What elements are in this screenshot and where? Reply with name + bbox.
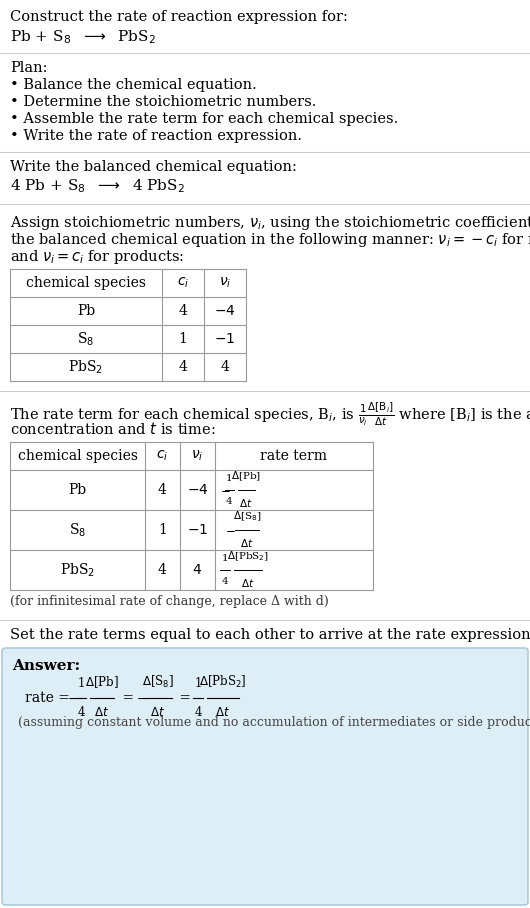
Text: 1: 1 xyxy=(158,523,167,537)
Text: rate =: rate = xyxy=(25,691,74,705)
Text: $\Delta$[S$_8$]: $\Delta$[S$_8$] xyxy=(142,674,174,690)
Text: $\nu_i$: $\nu_i$ xyxy=(219,276,231,291)
Text: $\nu_i$: $\nu_i$ xyxy=(191,449,204,463)
Text: 4: 4 xyxy=(179,304,188,318)
Text: and $\nu_i = c_i$ for products:: and $\nu_i = c_i$ for products: xyxy=(10,248,184,266)
Text: 1: 1 xyxy=(77,677,85,690)
Text: $\Delta t$: $\Delta t$ xyxy=(216,706,231,719)
Text: S$_8$: S$_8$ xyxy=(69,521,86,538)
Text: 4: 4 xyxy=(195,706,202,719)
Text: 1: 1 xyxy=(195,677,202,690)
Text: $c_i$: $c_i$ xyxy=(156,449,169,463)
Text: chemical species: chemical species xyxy=(26,276,146,290)
Text: $\Delta$[Pb]: $\Delta$[Pb] xyxy=(231,469,261,483)
Text: $4$: $4$ xyxy=(192,563,202,577)
Text: $\Delta t$: $\Delta t$ xyxy=(239,497,253,509)
Text: $\Delta$[PbS$_2$]: $\Delta$[PbS$_2$] xyxy=(227,549,269,563)
Text: Set the rate terms equal to each other to arrive at the rate expression:: Set the rate terms equal to each other t… xyxy=(10,628,530,642)
Text: $\Delta$[PbS$_2$]: $\Delta$[PbS$_2$] xyxy=(199,674,246,690)
Text: Plan:: Plan: xyxy=(10,61,48,75)
Text: =: = xyxy=(175,691,196,705)
Text: 1: 1 xyxy=(222,554,228,563)
Text: $\Delta t$: $\Delta t$ xyxy=(240,537,254,549)
Text: S$_8$: S$_8$ xyxy=(77,331,94,348)
Text: $-4$: $-4$ xyxy=(214,304,236,318)
Text: concentration and $t$ is time:: concentration and $t$ is time: xyxy=(10,421,216,437)
Text: Write the balanced chemical equation:: Write the balanced chemical equation: xyxy=(10,160,297,174)
Text: Pb + S$_8$  $\longrightarrow$  PbS$_2$: Pb + S$_8$ $\longrightarrow$ PbS$_2$ xyxy=(10,28,156,45)
Text: 4: 4 xyxy=(222,577,228,586)
Text: Answer:: Answer: xyxy=(12,659,80,673)
Text: PbS$_2$: PbS$_2$ xyxy=(60,561,95,578)
FancyBboxPatch shape xyxy=(2,648,528,905)
Text: 4: 4 xyxy=(158,483,167,497)
Text: $-$: $-$ xyxy=(67,692,78,705)
Text: • Balance the chemical equation.: • Balance the chemical equation. xyxy=(10,78,257,92)
Text: $-4$: $-4$ xyxy=(187,483,208,497)
Text: $c_i$: $c_i$ xyxy=(177,276,189,291)
Text: 4 Pb + S$_8$  $\longrightarrow$  4 PbS$_2$: 4 Pb + S$_8$ $\longrightarrow$ 4 PbS$_2$ xyxy=(10,177,185,194)
Text: rate term: rate term xyxy=(261,449,328,463)
Text: 4: 4 xyxy=(158,563,167,577)
Text: The rate term for each chemical species, B$_i$, is $\frac{1}{\nu_i}\frac{\Delta[: The rate term for each chemical species,… xyxy=(10,401,530,429)
Text: (for infinitesimal rate of change, replace Δ with d): (for infinitesimal rate of change, repla… xyxy=(10,595,329,608)
Text: $\Delta t$: $\Delta t$ xyxy=(241,577,255,589)
Text: $-$: $-$ xyxy=(225,524,236,537)
Text: the balanced chemical equation in the following manner: $\nu_i = -c_i$ for react: the balanced chemical equation in the fo… xyxy=(10,231,530,249)
Text: • Assemble the rate term for each chemical species.: • Assemble the rate term for each chemic… xyxy=(10,112,398,126)
Text: chemical species: chemical species xyxy=(17,449,137,463)
Text: Construct the rate of reaction expression for:: Construct the rate of reaction expressio… xyxy=(10,10,348,24)
Text: Pb: Pb xyxy=(68,483,86,497)
Text: 1: 1 xyxy=(179,332,188,346)
Text: (assuming constant volume and no accumulation of intermediates or side products): (assuming constant volume and no accumul… xyxy=(18,716,530,729)
Text: $\Delta t$: $\Delta t$ xyxy=(151,706,165,719)
Text: PbS$_2$: PbS$_2$ xyxy=(68,359,103,376)
Text: Pb: Pb xyxy=(77,304,95,318)
Text: 4: 4 xyxy=(220,360,229,374)
Text: 4: 4 xyxy=(226,497,232,506)
Text: $\Delta t$: $\Delta t$ xyxy=(94,706,110,719)
Text: $-1$: $-1$ xyxy=(214,332,236,346)
Text: $-$: $-$ xyxy=(136,692,148,705)
Text: • Determine the stoichiometric numbers.: • Determine the stoichiometric numbers. xyxy=(10,95,316,109)
Text: 4: 4 xyxy=(77,706,85,719)
Text: • Write the rate of reaction expression.: • Write the rate of reaction expression. xyxy=(10,129,302,143)
Text: Assign stoichiometric numbers, $\nu_i$, using the stoichiometric coefficients, $: Assign stoichiometric numbers, $\nu_i$, … xyxy=(10,214,530,232)
Text: $-1$: $-1$ xyxy=(187,523,208,537)
Text: =: = xyxy=(118,691,138,705)
Text: 4: 4 xyxy=(179,360,188,374)
Text: $-$: $-$ xyxy=(220,483,231,497)
Text: $\Delta$[Pb]: $\Delta$[Pb] xyxy=(85,675,119,690)
Text: $\Delta$[S$_8$]: $\Delta$[S$_8$] xyxy=(233,509,261,523)
Text: 1: 1 xyxy=(226,474,232,483)
